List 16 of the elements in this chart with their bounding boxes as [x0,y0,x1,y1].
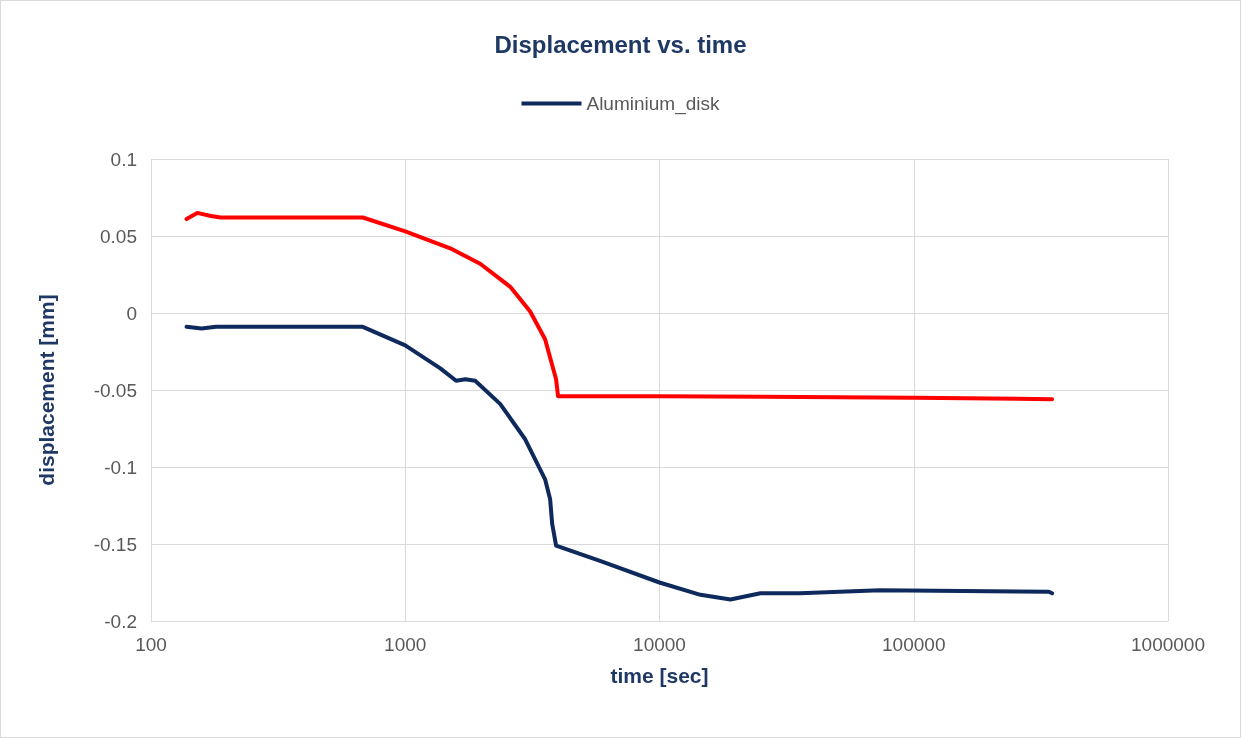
y-tick-label: -0.2 [104,610,137,632]
x-tick-label: 100000 [882,634,946,655]
y-tick-label: 0 [126,302,137,324]
x-tick-label: 1000000 [1131,634,1205,655]
x-axis-title: time [sec] [610,664,709,687]
y-axis-title: displacement [mm] [35,294,58,486]
chart-title: Displacement vs. time [494,30,747,58]
x-tick-label: 100 [135,634,167,655]
y-tick-label: 0.05 [100,225,137,247]
y-tick-label: 0.1 [110,148,137,170]
y-tick-label: -0.05 [93,379,137,401]
y-tick-label: -0.15 [93,533,137,555]
legend-label: Aluminium_disk [586,93,721,115]
x-tick-label: 10000 [633,634,686,655]
x-tick-label: 1000 [384,634,427,655]
y-tick-label: -0.1 [104,456,137,478]
